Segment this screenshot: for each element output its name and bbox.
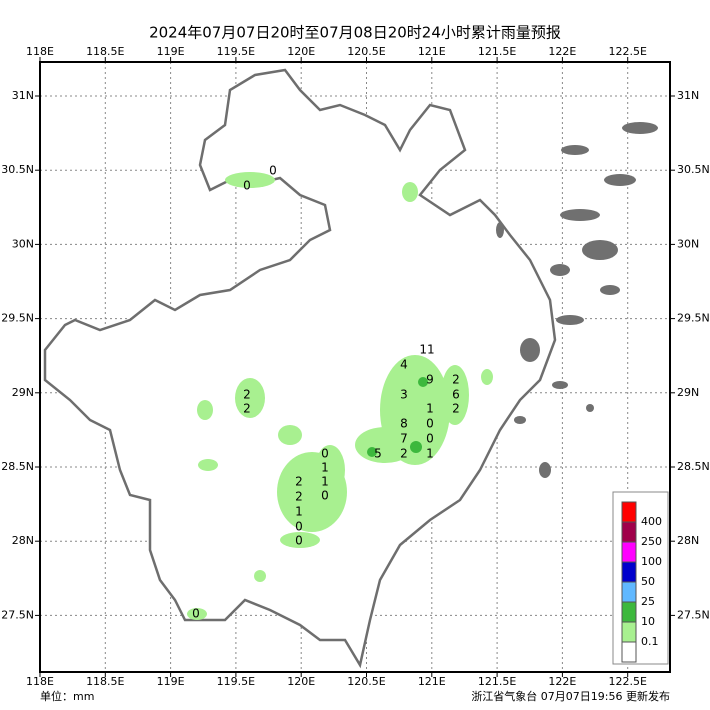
station-value: 2 — [452, 373, 460, 387]
lon-label: 118.5E — [86, 45, 124, 58]
station-value: 0 — [321, 447, 329, 461]
unit-label: 单位：mm — [40, 689, 94, 703]
lon-label: 122.5E — [608, 45, 646, 58]
lon-label: 121.5E — [478, 675, 516, 688]
lon-label: 120E — [287, 45, 315, 58]
station-value: 5 — [374, 447, 382, 461]
station-value: 1 — [426, 447, 434, 461]
station-value: 1 — [321, 461, 329, 475]
station-value: 1 — [321, 475, 329, 489]
lon-label: 119E — [157, 675, 185, 688]
station-value: 2 — [243, 388, 251, 402]
station-value: 0 — [295, 534, 303, 548]
legend-swatch — [621, 561, 637, 583]
station-value: 2 — [452, 402, 460, 416]
legend-label: 50 — [641, 575, 655, 588]
station-value: 0 — [192, 607, 200, 621]
station-value: 7 — [400, 432, 408, 446]
legend-label: 10 — [641, 615, 655, 628]
lon-label: 119E — [157, 45, 185, 58]
station-value: 0 — [269, 164, 277, 178]
islands — [496, 122, 658, 478]
lat-label: 28.5N — [677, 460, 710, 473]
legend-swatch — [621, 581, 637, 603]
station-value: 2 — [295, 475, 303, 489]
province — [43, 68, 658, 669]
lat-label: 30.5N — [1, 163, 34, 176]
lon-label: 118.5E — [86, 675, 124, 688]
station-value: 2 — [400, 447, 408, 461]
lon-label: 121E — [418, 675, 446, 688]
legend-label: 0.1 — [641, 635, 659, 648]
station-value: 2 — [243, 402, 251, 416]
lat-label: 30N — [677, 237, 699, 250]
station-value: 9 — [426, 373, 434, 387]
province-outline — [43, 68, 557, 669]
lat-label: 30N — [12, 237, 34, 250]
lat-label: 29.5N — [677, 312, 710, 325]
station-value: 2 — [295, 490, 303, 504]
rain-areas — [187, 172, 493, 620]
lat-label: 29N — [677, 386, 699, 399]
lat-label: 27.5N — [677, 608, 710, 621]
map-title: 2024年07月07日20时至07月08日20时24小时累计雨量预报 — [149, 24, 561, 42]
station-value: 4 — [400, 358, 408, 372]
lon-label: 121E — [418, 45, 446, 58]
station-value: 11 — [419, 343, 434, 357]
lat-label: 29N — [12, 386, 34, 399]
station-value: 0 — [295, 520, 303, 534]
station-value: 0 — [426, 432, 434, 446]
station-value: 6 — [452, 388, 460, 402]
lon-label: 119.5E — [217, 45, 255, 58]
lat-label: 29.5N — [1, 312, 34, 325]
station-value: 1 — [426, 402, 434, 416]
lon-label: 120.5E — [347, 45, 385, 58]
lon-label: 122.5E — [608, 675, 646, 688]
lon-label: 120.5E — [347, 675, 385, 688]
lat-label: 28.5N — [1, 460, 34, 473]
lon-label: 122E — [548, 45, 576, 58]
lat-label: 31N — [677, 89, 699, 102]
station-value: 8 — [400, 417, 408, 431]
lon-label: 118E — [26, 675, 54, 688]
station-value: 0 — [321, 489, 329, 503]
legend-label: 250 — [641, 535, 662, 548]
lat-label: 30.5N — [677, 163, 710, 176]
lon-label: 118E — [26, 45, 54, 58]
legend-label: 100 — [641, 555, 662, 568]
station-value: 0 — [243, 179, 251, 193]
station-value: 3 — [400, 388, 408, 402]
legend-label: 25 — [641, 595, 655, 608]
legend-swatch — [621, 521, 637, 543]
legend-swatch — [621, 621, 637, 643]
legend: 400 250 100 50 25 10 0.1 — [612, 491, 669, 665]
map-frame — [39, 61, 671, 673]
rain-areas-heavy — [367, 377, 428, 457]
axes: 118E 118E 118.5E 118.5E 119E 119E 119.5E 119.5E… — [1, 45, 709, 688]
station-value: 0 — [426, 417, 434, 431]
lon-label: 120E — [287, 675, 315, 688]
legend-swatch — [621, 501, 637, 523]
lon-label: 121.5E — [478, 45, 516, 58]
legend-label: 400 — [641, 515, 662, 528]
station-value: 1 — [295, 505, 303, 519]
legend-swatch — [621, 641, 637, 663]
issuer-label: 浙江省气象台 07月07日19:56 更新发布 — [471, 689, 670, 703]
lon-label: 119.5E — [217, 675, 255, 688]
lon-label: 122E — [548, 675, 576, 688]
lat-label: 27.5N — [1, 608, 34, 621]
legend-swatch — [621, 601, 637, 623]
lat-label: 28N — [12, 534, 34, 547]
legend-swatch — [621, 541, 637, 563]
lat-label: 28N — [677, 534, 699, 547]
lat-label: 31N — [12, 89, 34, 102]
